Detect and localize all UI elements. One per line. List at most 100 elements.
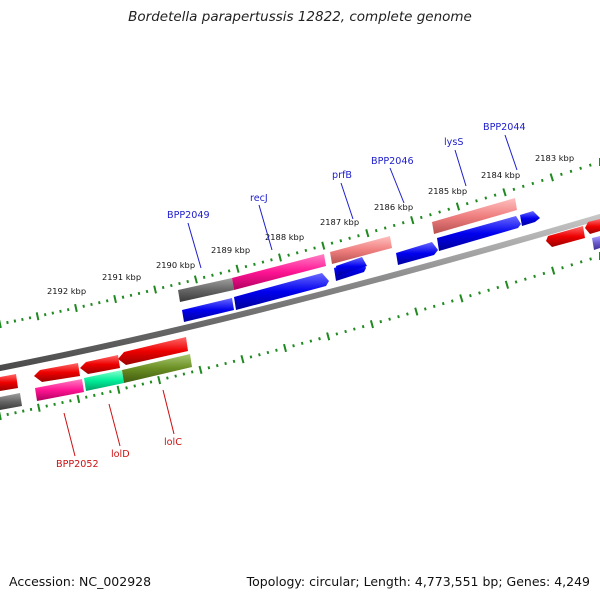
minor-tick xyxy=(45,404,48,408)
gene-label-lolC[interactable]: lolC xyxy=(164,437,182,448)
cog-block[interactable] xyxy=(432,198,517,234)
minor-tick xyxy=(560,172,563,176)
cog-block[interactable] xyxy=(84,370,124,391)
forward-gene-arrow[interactable] xyxy=(437,216,521,251)
minor-tick xyxy=(145,289,149,294)
forward-gene-arrow[interactable] xyxy=(182,298,234,322)
minor-tick xyxy=(406,312,409,316)
minor-tick xyxy=(69,399,72,403)
reverse-gene-arrow[interactable] xyxy=(34,363,80,382)
minor-tick xyxy=(53,402,56,406)
major-tick xyxy=(502,188,507,197)
major-tick xyxy=(283,343,287,353)
gene-label-BPP2052[interactable]: BPP2052 xyxy=(56,459,99,470)
major-tick xyxy=(504,280,510,289)
forward-gene-arrow[interactable] xyxy=(336,257,367,276)
minor-tick xyxy=(374,229,378,233)
minor-tick xyxy=(570,263,574,267)
minor-tick xyxy=(447,207,451,211)
minor-tick xyxy=(419,215,423,220)
gene-label-BPP2049[interactable]: BPP2049 xyxy=(167,210,210,221)
minor-tick xyxy=(300,341,304,345)
major-tick xyxy=(240,355,245,364)
kbp-tick-label: 2185 kbp xyxy=(428,186,467,196)
gene-label-lolD[interactable]: lolD xyxy=(111,449,130,460)
kbp-tick-label: 2191 kbp xyxy=(102,272,141,282)
minor-tick xyxy=(166,376,169,380)
gene-label-BPP2046[interactable]: BPP2046 xyxy=(371,156,414,167)
cog-block[interactable] xyxy=(592,236,600,250)
minor-tick xyxy=(379,320,383,324)
minor-tick xyxy=(6,320,9,325)
minor-tick xyxy=(357,234,360,238)
cog-block[interactable] xyxy=(0,393,22,410)
reverse-gene-arrow[interactable] xyxy=(80,355,120,374)
minor-tick xyxy=(43,313,47,317)
minor-tick xyxy=(253,262,256,266)
gene-label-prfB[interactable]: prfB xyxy=(332,170,352,181)
minor-tick xyxy=(361,325,365,329)
major-tick xyxy=(551,266,556,275)
minor-tick xyxy=(475,199,478,203)
minor-tick xyxy=(531,181,535,186)
label-leader-line xyxy=(63,412,76,457)
forward-gene-arrow[interactable] xyxy=(520,211,540,226)
major-tick xyxy=(459,294,464,303)
label-leader-line xyxy=(108,403,121,447)
reverse-gene-arrow[interactable] xyxy=(546,226,585,247)
kbp-tick-label: 2190 kbp xyxy=(156,260,195,270)
cog-block[interactable] xyxy=(178,278,234,302)
cog-block[interactable] xyxy=(35,379,84,401)
minor-tick xyxy=(28,316,32,320)
minor-tick xyxy=(125,386,128,390)
major-tick xyxy=(326,332,331,341)
minor-tick xyxy=(211,273,214,277)
minor-tick xyxy=(98,301,101,305)
minor-tick xyxy=(61,400,64,405)
minor-tick xyxy=(149,380,153,384)
label-leader-line xyxy=(454,149,467,187)
gene-label-lysS[interactable]: lysS xyxy=(444,137,463,148)
minor-tick xyxy=(304,248,308,253)
minor-tick xyxy=(348,236,351,240)
cog-block[interactable] xyxy=(330,236,392,264)
cog-block[interactable] xyxy=(232,254,326,290)
gene-label-recJ[interactable]: recJ xyxy=(250,193,268,204)
major-tick xyxy=(549,173,554,182)
cog-block[interactable] xyxy=(122,354,192,383)
minor-tick xyxy=(85,395,88,399)
forward-gene-arrow[interactable] xyxy=(396,242,438,265)
minor-tick xyxy=(579,260,583,264)
minor-tick xyxy=(66,308,70,312)
reverse-gene-arrow[interactable] xyxy=(0,374,18,391)
minor-tick xyxy=(295,251,299,255)
minor-tick xyxy=(109,390,112,394)
genome-summary-text: Topology: circular; Length: 4,773,551 bp… xyxy=(246,574,590,589)
accession-text: Accession: NC_002928 xyxy=(9,574,152,589)
major-tick xyxy=(113,294,117,304)
minor-tick xyxy=(249,355,253,359)
reverse-gene-arrow[interactable] xyxy=(585,219,600,234)
label-leader-line xyxy=(389,167,405,204)
minor-tick xyxy=(182,372,186,376)
label-leader-line xyxy=(258,204,273,251)
reverse-gene-arrow[interactable] xyxy=(118,337,188,365)
minor-tick xyxy=(224,361,227,366)
kbp-tick-label: 2183 kbp xyxy=(535,153,574,163)
minor-tick xyxy=(339,239,343,243)
minor-tick xyxy=(105,299,109,303)
minor-tick xyxy=(14,411,17,415)
gene-label-BPP2044[interactable]: BPP2044 xyxy=(483,122,526,133)
minor-tick xyxy=(450,299,454,303)
minor-tick xyxy=(313,246,316,250)
minor-tick xyxy=(82,304,85,308)
minor-tick xyxy=(344,329,347,334)
minor-tick xyxy=(469,294,472,298)
minor-tick xyxy=(186,279,189,284)
minor-tick xyxy=(432,304,436,308)
minor-tick xyxy=(579,166,583,170)
forward-gene-arrow[interactable] xyxy=(234,273,329,310)
minor-tick xyxy=(423,307,427,311)
minor-tick xyxy=(244,264,248,269)
